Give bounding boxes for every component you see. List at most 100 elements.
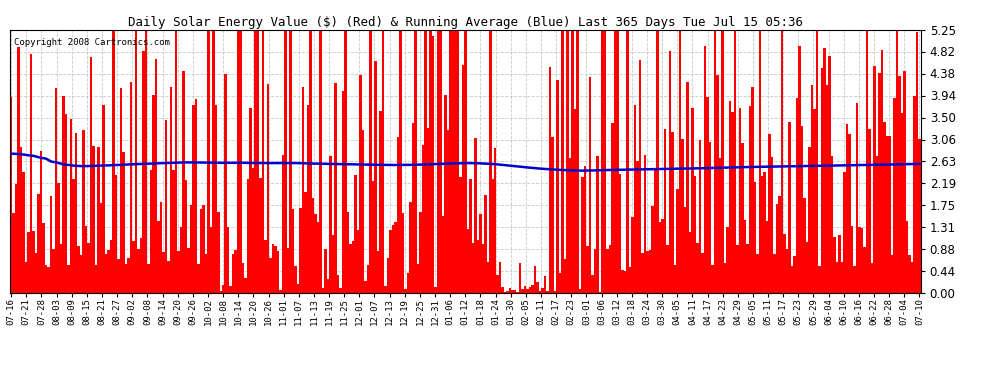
Bar xyxy=(788,122,791,292)
Bar xyxy=(656,30,658,292)
Bar xyxy=(489,30,491,292)
Bar xyxy=(746,244,748,292)
Bar xyxy=(382,30,384,292)
Bar xyxy=(826,85,829,292)
Bar xyxy=(601,30,604,292)
Bar xyxy=(559,273,561,292)
Bar xyxy=(217,212,220,292)
Bar xyxy=(254,30,257,292)
Bar xyxy=(417,264,419,292)
Bar xyxy=(138,249,140,292)
Bar xyxy=(95,265,97,292)
Bar xyxy=(524,286,527,292)
Bar xyxy=(721,30,724,292)
Bar xyxy=(676,189,679,292)
Bar xyxy=(177,251,179,292)
Bar xyxy=(709,142,711,292)
Bar xyxy=(866,30,868,292)
Bar xyxy=(149,170,152,292)
Bar xyxy=(384,286,387,292)
Bar xyxy=(18,47,20,292)
Bar xyxy=(157,221,159,292)
Bar xyxy=(269,258,272,292)
Bar xyxy=(906,221,908,292)
Bar xyxy=(200,209,202,292)
Bar xyxy=(325,249,327,292)
Bar xyxy=(312,198,315,292)
Bar xyxy=(768,134,771,292)
Bar xyxy=(619,174,622,292)
Bar xyxy=(284,30,287,292)
Bar xyxy=(309,30,312,292)
Bar xyxy=(858,226,861,292)
Bar xyxy=(529,288,532,292)
Bar xyxy=(422,146,424,292)
Bar xyxy=(28,232,30,292)
Bar xyxy=(596,156,599,292)
Bar xyxy=(302,87,304,292)
Bar xyxy=(564,259,566,292)
Bar xyxy=(591,275,594,292)
Bar xyxy=(804,198,806,292)
Title: Daily Solar Energy Value ($) (Red) & Running Average (Blue) Last 365 Days Tue Ju: Daily Solar Energy Value ($) (Red) & Run… xyxy=(128,16,803,29)
Bar xyxy=(632,217,634,292)
Bar xyxy=(50,196,52,292)
Bar xyxy=(553,291,556,292)
Bar xyxy=(57,183,59,292)
Bar xyxy=(696,243,699,292)
Bar xyxy=(756,254,758,292)
Bar xyxy=(267,84,269,292)
Bar xyxy=(259,178,262,292)
Bar xyxy=(836,262,839,292)
Bar xyxy=(335,83,337,292)
Bar xyxy=(861,228,863,292)
Bar xyxy=(522,289,524,292)
Bar xyxy=(868,129,871,292)
Bar xyxy=(816,30,819,292)
Bar xyxy=(556,80,559,292)
Bar xyxy=(739,108,742,292)
Bar xyxy=(322,288,325,292)
Bar xyxy=(783,234,786,292)
Bar xyxy=(67,264,69,292)
Bar xyxy=(519,263,522,292)
Bar xyxy=(814,109,816,292)
Bar xyxy=(127,258,130,292)
Bar xyxy=(609,246,611,292)
Bar xyxy=(509,288,512,292)
Bar xyxy=(292,209,294,292)
Bar xyxy=(315,214,317,292)
Bar xyxy=(212,30,215,292)
Bar xyxy=(424,30,427,292)
Bar xyxy=(117,259,120,292)
Bar xyxy=(440,30,442,292)
Bar xyxy=(821,68,824,292)
Bar xyxy=(399,30,402,292)
Bar xyxy=(192,105,195,292)
Bar xyxy=(743,220,746,292)
Bar xyxy=(734,30,736,292)
Bar xyxy=(569,158,571,292)
Bar xyxy=(90,57,92,292)
Bar xyxy=(215,105,217,292)
Bar xyxy=(371,181,374,292)
Bar xyxy=(829,56,831,292)
Bar xyxy=(317,222,320,292)
Bar xyxy=(100,203,102,292)
Bar xyxy=(845,124,848,292)
Bar xyxy=(637,161,639,292)
Bar xyxy=(164,120,167,292)
Bar xyxy=(566,30,569,292)
Bar xyxy=(446,130,449,292)
Bar xyxy=(282,154,284,292)
Bar xyxy=(374,60,377,292)
Bar xyxy=(130,81,133,292)
Bar xyxy=(648,251,651,292)
Bar xyxy=(663,129,666,292)
Bar xyxy=(412,123,414,292)
Bar xyxy=(786,249,788,292)
Bar xyxy=(527,289,529,292)
Bar xyxy=(694,176,696,292)
Bar xyxy=(834,237,836,292)
Bar xyxy=(125,264,127,292)
